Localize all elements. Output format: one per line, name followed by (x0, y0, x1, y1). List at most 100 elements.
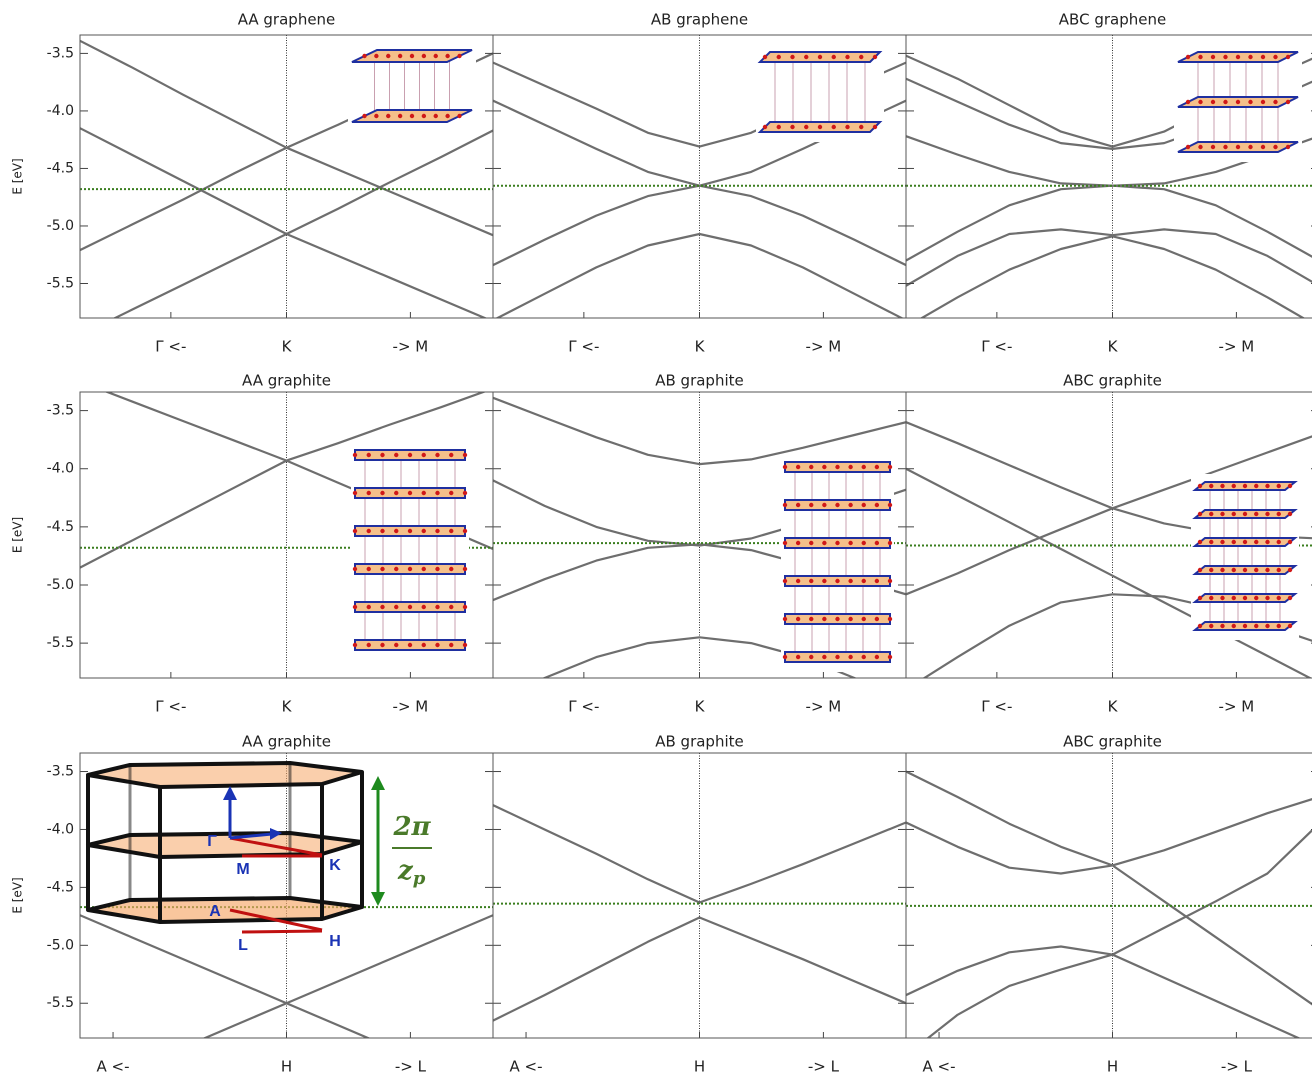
panel-title: AB graphene (651, 11, 748, 29)
atom (874, 502, 880, 508)
atom (1197, 623, 1203, 629)
atom (407, 528, 413, 534)
atom (433, 53, 438, 59)
atom (782, 654, 788, 660)
atom (449, 566, 454, 572)
atom (409, 53, 415, 59)
atom (1235, 54, 1241, 60)
atom (1285, 144, 1291, 150)
atom (809, 616, 814, 622)
atom (835, 502, 840, 508)
atom (352, 452, 358, 458)
atom (835, 540, 840, 546)
atom (1248, 54, 1253, 60)
x-tick-label: A <- (510, 1058, 543, 1076)
atom (1260, 54, 1266, 60)
bz-point-label: Γ (207, 833, 217, 850)
atom (421, 566, 426, 572)
atom (1198, 54, 1203, 60)
band (493, 396, 906, 466)
atom (1235, 99, 1241, 105)
atom (1220, 483, 1225, 489)
atom (845, 54, 850, 60)
band (495, 232, 904, 318)
atom (1287, 567, 1293, 573)
panel-title: AA graphene (238, 11, 336, 29)
band (906, 770, 1312, 1006)
y-tick-label: -5.0 (47, 577, 74, 593)
atom (1185, 144, 1191, 150)
x-tick-label: Γ <- (981, 698, 1012, 716)
atom (848, 578, 853, 584)
atom (1254, 539, 1259, 545)
x-tick-label: -> L (395, 1058, 427, 1076)
plot-area (80, 35, 493, 318)
atom (874, 616, 880, 622)
atom (1220, 567, 1225, 573)
x-tick-label: K (695, 338, 706, 356)
band (202, 914, 493, 1038)
atom (822, 654, 827, 660)
y-tick-label: -3.5 (47, 403, 74, 419)
atom (366, 604, 371, 610)
atom (762, 54, 768, 60)
atom (394, 604, 399, 610)
atom (352, 642, 358, 648)
atom (1276, 483, 1281, 489)
atom (1254, 483, 1259, 489)
plot-area (906, 392, 1312, 678)
atom (362, 53, 367, 59)
x-tick-label: -> L (1221, 1058, 1253, 1076)
atom (795, 502, 801, 508)
y-tick-label: -5.5 (47, 635, 74, 651)
plot-area (493, 392, 906, 678)
panel-title: AA graphite (242, 733, 331, 751)
atom (809, 654, 814, 660)
atom (386, 53, 391, 59)
atom (1254, 511, 1259, 517)
atom (887, 616, 893, 622)
atom (782, 540, 788, 546)
atom (1273, 99, 1278, 105)
atom (380, 604, 385, 610)
atom (861, 464, 866, 470)
atom (1276, 539, 1281, 545)
atom (887, 654, 893, 660)
bz-point-label: H (329, 933, 341, 950)
atom (1197, 511, 1203, 517)
bz-point-label: M (236, 861, 249, 878)
atom (394, 642, 399, 648)
inset-background (781, 454, 894, 672)
panel: AB graphene Γ <- K -> M (492, 11, 907, 356)
atom (1276, 595, 1281, 601)
atom (1265, 623, 1270, 629)
atom (782, 502, 788, 508)
atom (421, 604, 426, 610)
y-axis-label: E [eV] (11, 877, 25, 913)
atom (795, 540, 801, 546)
atom (1285, 54, 1291, 60)
panel-frame (905, 391, 1312, 679)
panel: ABC graphene Γ <- K -> M (905, 11, 1312, 356)
panel-title: ABC graphite (1063, 733, 1162, 751)
atom (433, 113, 438, 119)
atom (1231, 511, 1236, 517)
axis-kx-head (270, 828, 282, 840)
atom (776, 124, 781, 130)
denominator-symbol: z (397, 856, 414, 886)
atom (421, 490, 426, 496)
atom (407, 642, 413, 648)
atom (1185, 99, 1191, 105)
y-axis-label: E [eV] (11, 517, 25, 553)
atom (1197, 595, 1203, 601)
atom (407, 452, 413, 458)
height-numerator: 2π (392, 812, 431, 842)
atom (386, 113, 391, 119)
x-tick-label: Γ <- (155, 698, 186, 716)
atom (435, 642, 440, 648)
atom (1198, 144, 1203, 150)
atom (1209, 567, 1214, 573)
band (926, 828, 1312, 1038)
plot-area (906, 753, 1312, 1038)
atom (1210, 99, 1216, 105)
